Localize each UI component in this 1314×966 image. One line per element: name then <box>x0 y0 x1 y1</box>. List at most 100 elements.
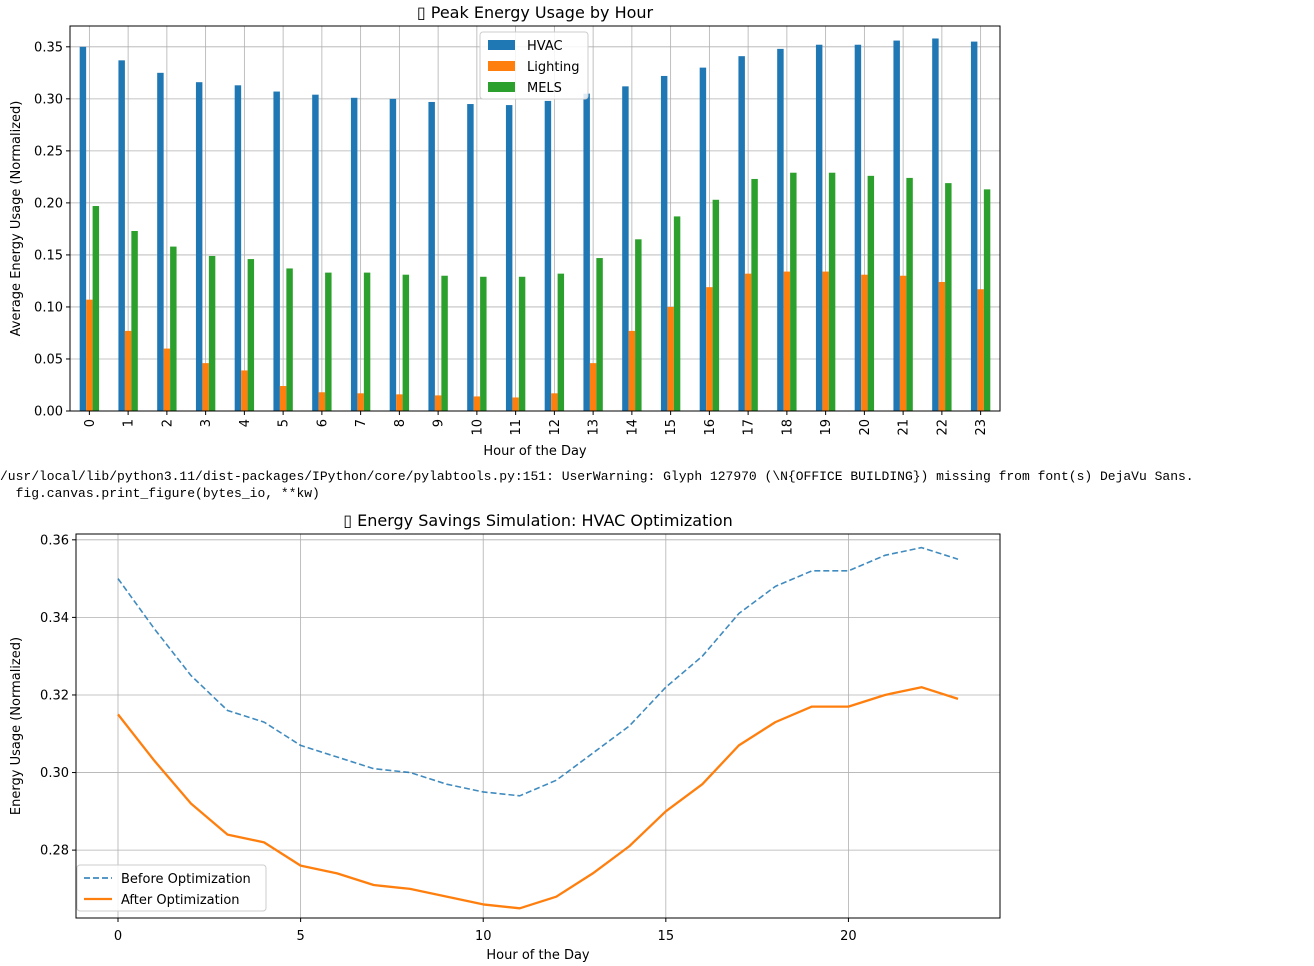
legend-label-lighting: Lighting <box>527 60 580 75</box>
y-axis-label: Average Energy Usage (Normalized) <box>9 101 24 337</box>
y-tick-label: 0.30 <box>40 766 69 781</box>
x-tick-label: 0 <box>83 419 98 427</box>
x-axis-label: Hour of the Day <box>483 444 587 459</box>
x-tick-label: 20 <box>858 419 873 436</box>
y-tick-label: 0.28 <box>40 844 69 859</box>
y-tick-label: 0.32 <box>40 688 69 703</box>
bar-hvac <box>699 67 707 412</box>
legend: HVAC Lighting MELS <box>479 31 589 100</box>
bar-hvac <box>970 41 978 412</box>
x-tick-label: 10 <box>470 419 485 436</box>
bar-mels <box>906 177 913 411</box>
y-tick-label: 0.00 <box>34 405 63 420</box>
bar-hvac <box>660 75 668 411</box>
x-tick-label: 14 <box>625 419 640 436</box>
legend-box <box>76 864 267 912</box>
bar-lighting <box>861 274 868 411</box>
bar-mels <box>363 272 371 411</box>
bar-lighting <box>473 396 481 411</box>
x-tick-label: 9 <box>432 419 447 427</box>
warning-line-1: /usr/local/lib/python3.11/dist-packages/… <box>0 469 1194 484</box>
y-tick-label: 0.35 <box>34 40 63 55</box>
x-tick-label: 8 <box>393 419 408 427</box>
bar-mels <box>441 275 448 411</box>
bar-lighting <box>822 271 829 411</box>
bar-mels <box>712 199 720 411</box>
bar-mels <box>828 172 836 411</box>
bar-mels <box>402 274 410 411</box>
bar-lighting <box>434 395 442 411</box>
chart-title: ▯ Peak Energy Usage by Hour <box>417 3 654 22</box>
warning-line-2: fig.canvas.print_figure(bytes_io, **kw) <box>0 486 320 501</box>
bar-lighting <box>783 271 791 411</box>
bar-hvac <box>893 40 900 411</box>
plot-frame <box>75 533 1001 919</box>
x-tick-label: 11 <box>509 419 524 436</box>
y-tick-label: 0.15 <box>34 248 63 263</box>
bar-lighting <box>899 275 907 411</box>
y-tick-label: 0.10 <box>34 300 63 315</box>
bar-lighting <box>396 394 403 411</box>
bar-mels <box>92 206 100 411</box>
bar-lighting <box>706 287 713 411</box>
x-tick-label: 10 <box>475 929 492 944</box>
x-tick-label: 5 <box>296 929 304 944</box>
bar-mels <box>673 216 681 411</box>
bar-mels <box>286 268 293 411</box>
bar-lighting <box>163 348 171 411</box>
bar-mels <box>596 258 603 411</box>
chart-title: ▯ Energy Savings Simulation: HVAC Optimi… <box>343 511 733 530</box>
bar-hvac <box>854 44 862 411</box>
bar-mels <box>790 172 797 411</box>
bar-hvac <box>467 104 474 412</box>
bar-hvac <box>505 105 513 411</box>
x-tick-label: 7 <box>354 419 369 427</box>
bar-hvac <box>389 98 397 412</box>
y-tick-label: 0.36 <box>40 533 69 548</box>
x-tick-label: 13 <box>587 419 602 436</box>
bar-hvac <box>544 100 552 412</box>
bar-lighting <box>318 392 326 411</box>
x-tick-label: 15 <box>658 929 675 944</box>
bar-hvac <box>815 44 823 411</box>
bar-lighting <box>744 273 752 411</box>
bar-hvac <box>583 93 590 411</box>
x-tick-label: 6 <box>315 419 330 427</box>
bar-lighting <box>279 386 287 411</box>
hvac-optimization-line-chart: 0.28 0.30 0.32 0.34 0.36 0 5 10 15 20 ▯ Energy Sav… <box>9 511 1001 963</box>
bar-mels <box>170 246 177 411</box>
x-tick-label: 19 <box>819 419 834 436</box>
y-tick-label: 0.30 <box>34 92 63 107</box>
bar-hvac <box>350 97 358 411</box>
legend-label-after-optimization: After Optimization <box>121 893 240 908</box>
x-tick-label: 3 <box>199 419 214 427</box>
line-after-optimization <box>117 686 959 910</box>
line-before-optimization <box>117 546 959 797</box>
bar-hvac <box>195 82 203 412</box>
bar-hvac <box>118 60 125 412</box>
y-tick-label: 0.25 <box>34 144 63 159</box>
bar-hvac <box>428 101 435 411</box>
bar-hvac <box>157 72 164 411</box>
y-tick-label: 0.20 <box>34 196 63 211</box>
bar-lighting <box>124 330 132 411</box>
x-tick-label: 16 <box>703 419 718 436</box>
bar-mels <box>983 189 991 411</box>
bar-mels <box>557 273 565 411</box>
bar-lighting <box>86 299 93 411</box>
bar-mels <box>131 230 138 411</box>
bar-lighting <box>357 393 364 411</box>
peak-energy-bar-chart: 0.000.050.100.150.200.250.300.350 1 2 3 4 5 6 7… <box>9 3 1001 459</box>
bar-lighting <box>628 330 636 411</box>
bar-mels <box>635 239 642 411</box>
bar-hvac <box>312 94 319 412</box>
bar-lighting <box>667 306 674 411</box>
x-tick-label: 4 <box>238 419 253 427</box>
bar-hvac <box>273 91 280 412</box>
x-tick-label: 1 <box>122 419 137 427</box>
bar-mels <box>208 255 216 411</box>
bar-hvac <box>738 56 745 412</box>
x-tick-label: 12 <box>548 419 563 436</box>
bar-hvac <box>79 46 87 411</box>
bar-mels <box>480 276 487 411</box>
